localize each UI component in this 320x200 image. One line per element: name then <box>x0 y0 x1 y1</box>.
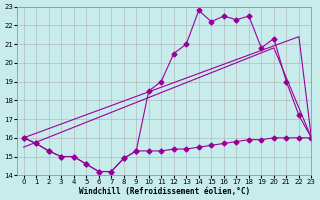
X-axis label: Windchill (Refroidissement éolien,°C): Windchill (Refroidissement éolien,°C) <box>79 187 250 196</box>
